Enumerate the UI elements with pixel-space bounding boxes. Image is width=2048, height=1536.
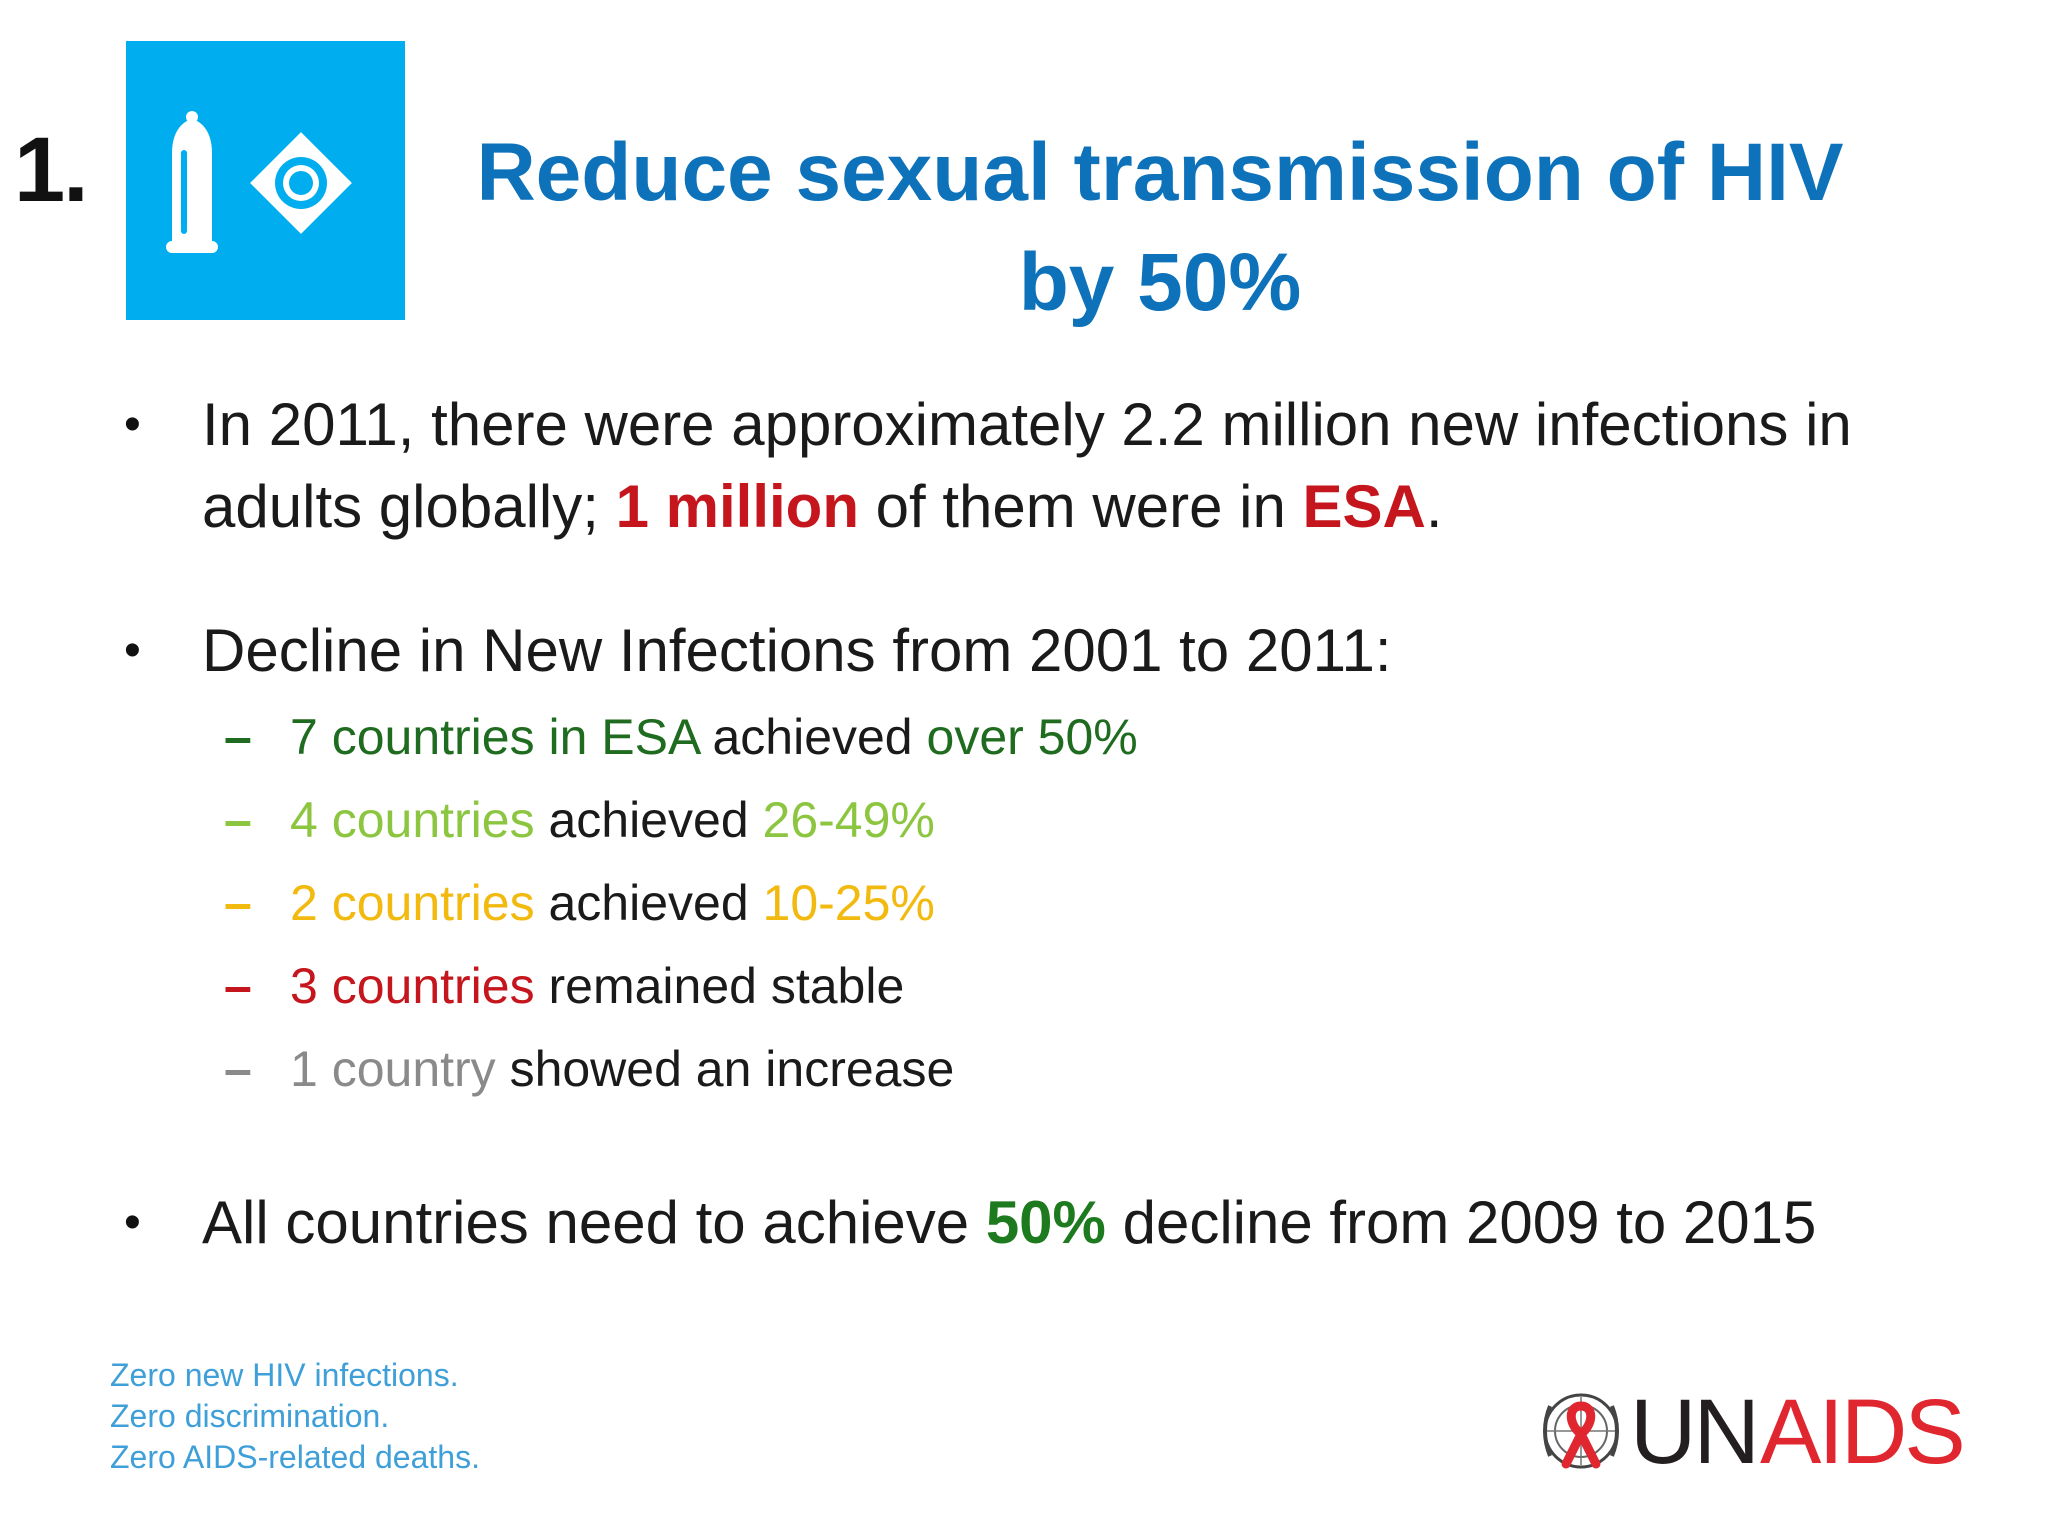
sub-tail: 26-49% [762, 792, 935, 848]
logo-un: UN [1630, 1381, 1760, 1483]
slide-number: 1. [14, 119, 89, 221]
sub-dash: – [224, 792, 252, 848]
un-emblem-red-ribbon-icon [1543, 1393, 1619, 1469]
bullet-text-end: decline from 2009 to 2015 [1105, 1189, 1817, 1256]
bullet-text: In 2011, there were approximately 2.2 mi… [202, 391, 1852, 540]
tagline-line: Zero discrimination. [110, 1398, 390, 1434]
bullet-text-mid: of them were in [858, 473, 1303, 540]
footer-tagline: Zero new HIV infections. Zero discrimina… [110, 1355, 480, 1478]
unaids-logo: UN AIDS [1536, 1381, 1966, 1483]
sub-tail: 10-25% [762, 875, 935, 931]
highlight-50-percent: 50% [985, 1189, 1106, 1256]
sub-mid: achieved [534, 792, 763, 848]
sub-lead: 1 country [290, 1041, 496, 1097]
slide-title: Reduce sexual transmission of HIV by 50% [476, 127, 1844, 328]
bullet-dot: • [124, 624, 141, 677]
bullet-dot: • [124, 1196, 141, 1249]
highlight-esa: ESA [1302, 473, 1426, 540]
logo-aids: AIDS [1760, 1381, 1966, 1483]
sub-dash: – [224, 1041, 252, 1097]
bullet-text-end: . [1425, 473, 1443, 540]
sub-lead: 4 countries [290, 792, 535, 848]
sub-mid: showed an increase [495, 1041, 955, 1097]
sub-lead: 3 countries [290, 958, 535, 1014]
sub-lead: 2 countries [290, 875, 535, 931]
sub-dash: – [224, 709, 252, 765]
sub-mid: achieved [534, 875, 763, 931]
tagline-line: Zero AIDS-related deaths. [110, 1439, 480, 1475]
sub-mid: remained stable [534, 958, 905, 1014]
sub-dash: – [224, 875, 252, 931]
sub-dash: – [224, 958, 252, 1014]
bullet-text: All countries need to achieve [202, 1189, 986, 1256]
sub-lead: 7 countries in ESA [290, 709, 699, 765]
sub-mid: achieved [698, 709, 927, 765]
bullet-dot: • [124, 398, 141, 451]
tagline-line: Zero new HIV infections. [110, 1357, 459, 1393]
bullet-text: Decline in New Infections from 2001 to 2… [202, 617, 1392, 684]
highlight-1-million: 1 million [615, 473, 859, 540]
sub-tail: over 50% [926, 709, 1138, 765]
condom-and-pill-icon [126, 41, 405, 320]
